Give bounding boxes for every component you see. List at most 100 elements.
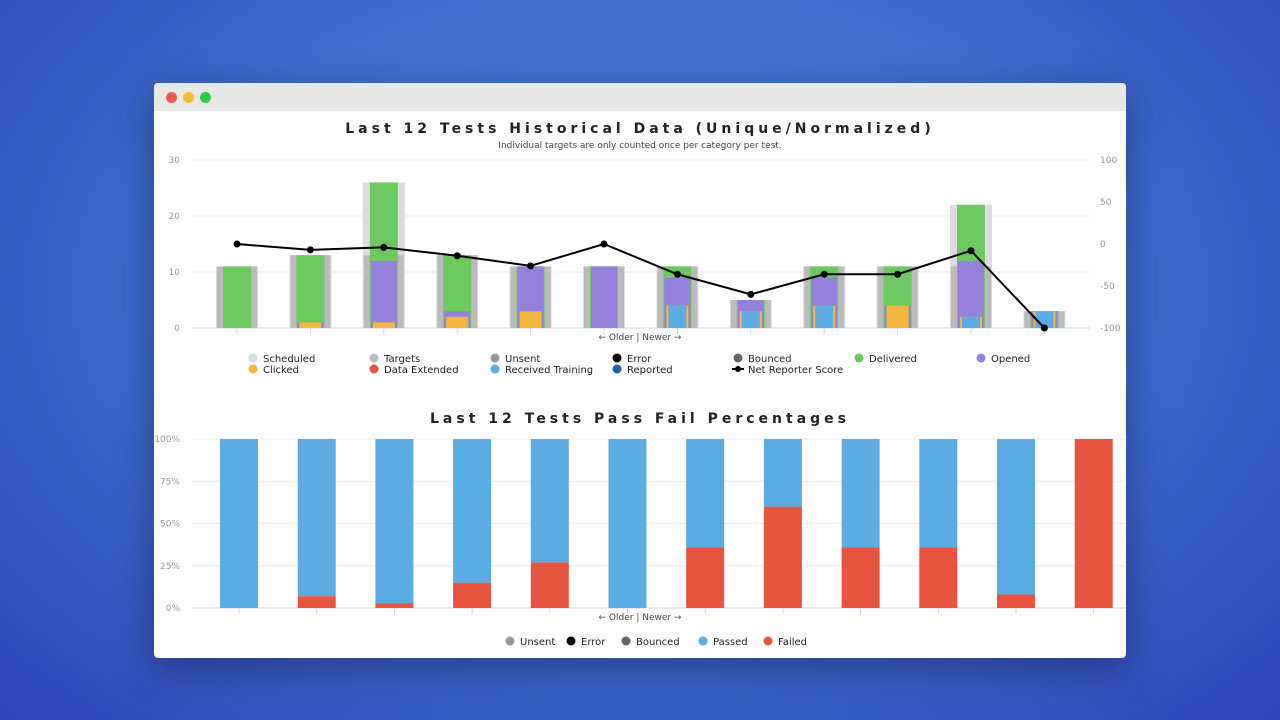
- legend-marker-icon: [369, 353, 379, 363]
- bar-passed: [608, 439, 647, 608]
- bar-passed: [453, 439, 492, 583]
- y2-tick-label: 100: [1100, 156, 1117, 166]
- bar-opened: [958, 260, 984, 328]
- bar-passed: [841, 439, 880, 548]
- net-reporter-score-point: [600, 240, 608, 248]
- browser-window: Last 12 Tests Historical Data (Unique/No…: [154, 83, 1126, 658]
- legend-marker-icon: [763, 636, 773, 646]
- legend-marker-icon: [566, 636, 576, 646]
- y2-tick-label: -50: [1100, 282, 1115, 292]
- bar-delivered: [296, 255, 325, 328]
- net-reporter-score-point: [747, 290, 755, 298]
- bar-received-training: [741, 311, 760, 328]
- net-reporter-score-point: [527, 262, 535, 270]
- legend-marker-icon: [248, 364, 258, 374]
- legend-marker-icon: [621, 636, 631, 646]
- net-reporter-score-point: [380, 243, 388, 251]
- title-bar: [154, 83, 1126, 111]
- legend-marker-icon: [505, 636, 515, 646]
- chart1-xlabel: ← Older | Newer →: [599, 333, 682, 343]
- legend-item: Received Training: [505, 365, 593, 376]
- legend-item: Data Extended: [384, 365, 459, 376]
- y-tick-label: 75%: [160, 477, 180, 487]
- net-reporter-score-line: [236, 242, 1046, 329]
- net-reporter-score-point: [233, 240, 241, 248]
- legend-item: Delivered: [869, 354, 917, 365]
- bar-failed: [919, 547, 958, 608]
- legend-item: Error: [581, 637, 606, 648]
- bar-delivered: [223, 266, 251, 328]
- bar-received-training: [815, 305, 834, 328]
- minimize-button[interactable]: [183, 92, 194, 103]
- legend-marker-icon: [490, 353, 500, 363]
- legend-marker-icon: [733, 353, 743, 363]
- bar-passed: [763, 439, 802, 507]
- net-reporter-score-point: [673, 270, 681, 278]
- close-button[interactable]: [166, 92, 177, 103]
- y-tick-label: 10: [169, 268, 181, 278]
- legend-marker-icon: [976, 353, 986, 363]
- legend-item: Bounced: [636, 637, 680, 648]
- legend-marker-icon: [698, 636, 708, 646]
- legend-item: Opened: [991, 354, 1030, 365]
- net-reporter-score-point: [1040, 324, 1048, 332]
- bar-clicked: [372, 322, 395, 328]
- legend-marker-icon: [490, 364, 500, 374]
- chart1-subtitle: Individual targets are only counted once…: [498, 141, 781, 151]
- bar-clicked: [299, 322, 322, 328]
- legend-marker-icon: [248, 353, 258, 363]
- legend-item: Error: [627, 354, 652, 365]
- legend-marker-icon: [854, 353, 864, 363]
- net-reporter-score-point: [967, 247, 975, 255]
- bar-failed: [453, 582, 492, 608]
- bar-passed: [530, 439, 569, 563]
- legend-item: Unsent: [520, 637, 555, 648]
- bar-opened: [370, 260, 397, 328]
- bar-passed: [375, 439, 414, 603]
- bar-failed: [530, 562, 569, 608]
- bar-clicked: [886, 305, 909, 328]
- bar-passed: [686, 439, 725, 548]
- net-reporter-score-point: [453, 252, 461, 260]
- legend-marker-icon: [735, 366, 741, 372]
- net-reporter-score-point: [820, 270, 828, 278]
- bar-failed: [1074, 439, 1113, 608]
- bar-failed: [841, 547, 880, 608]
- bar-failed: [997, 594, 1035, 608]
- y-tick-label: 100%: [154, 435, 180, 445]
- y-tick-label: 30: [169, 156, 181, 166]
- maximize-button[interactable]: [200, 92, 211, 103]
- legend-item: Passed: [713, 637, 748, 648]
- y-tick-label: 0%: [166, 604, 181, 614]
- bar-received-training: [668, 305, 687, 328]
- legend-item: Net Reporter Score: [748, 365, 843, 376]
- legend-marker-icon: [612, 353, 622, 363]
- y2-tick-label: 0: [1100, 240, 1106, 250]
- legend-item: Bounced: [748, 354, 792, 365]
- bar-failed: [686, 547, 725, 608]
- bar-failed: [375, 602, 414, 608]
- net-reporter-score-point: [306, 246, 314, 254]
- bar-opened: [591, 266, 617, 328]
- bar-passed: [919, 439, 958, 548]
- y-tick-label: 0: [174, 324, 180, 334]
- bar-failed: [763, 506, 802, 608]
- bar-failed: [297, 596, 336, 608]
- chart2-title: Last 12 Tests Pass Fail Percentages: [430, 411, 850, 427]
- bar-passed: [220, 439, 258, 608]
- legend-item: Unsent: [505, 354, 540, 365]
- bar-passed: [297, 439, 336, 597]
- legend-item: Scheduled: [263, 354, 315, 365]
- bar-clicked: [446, 316, 469, 328]
- chart1-title: Last 12 Tests Historical Data (Unique/No…: [345, 121, 934, 137]
- y-tick-label: 20: [169, 212, 181, 222]
- net-reporter-score-point: [894, 270, 902, 278]
- y2-tick-label: -100: [1100, 324, 1121, 334]
- y-tick-label: 25%: [160, 562, 180, 572]
- legend-item: Failed: [778, 637, 807, 648]
- legend-marker-icon: [612, 364, 622, 374]
- y2-tick-label: 50: [1100, 198, 1112, 208]
- legend-item: Reported: [627, 365, 673, 376]
- legend-item: Targets: [383, 354, 420, 365]
- y-tick-label: 50%: [160, 520, 180, 530]
